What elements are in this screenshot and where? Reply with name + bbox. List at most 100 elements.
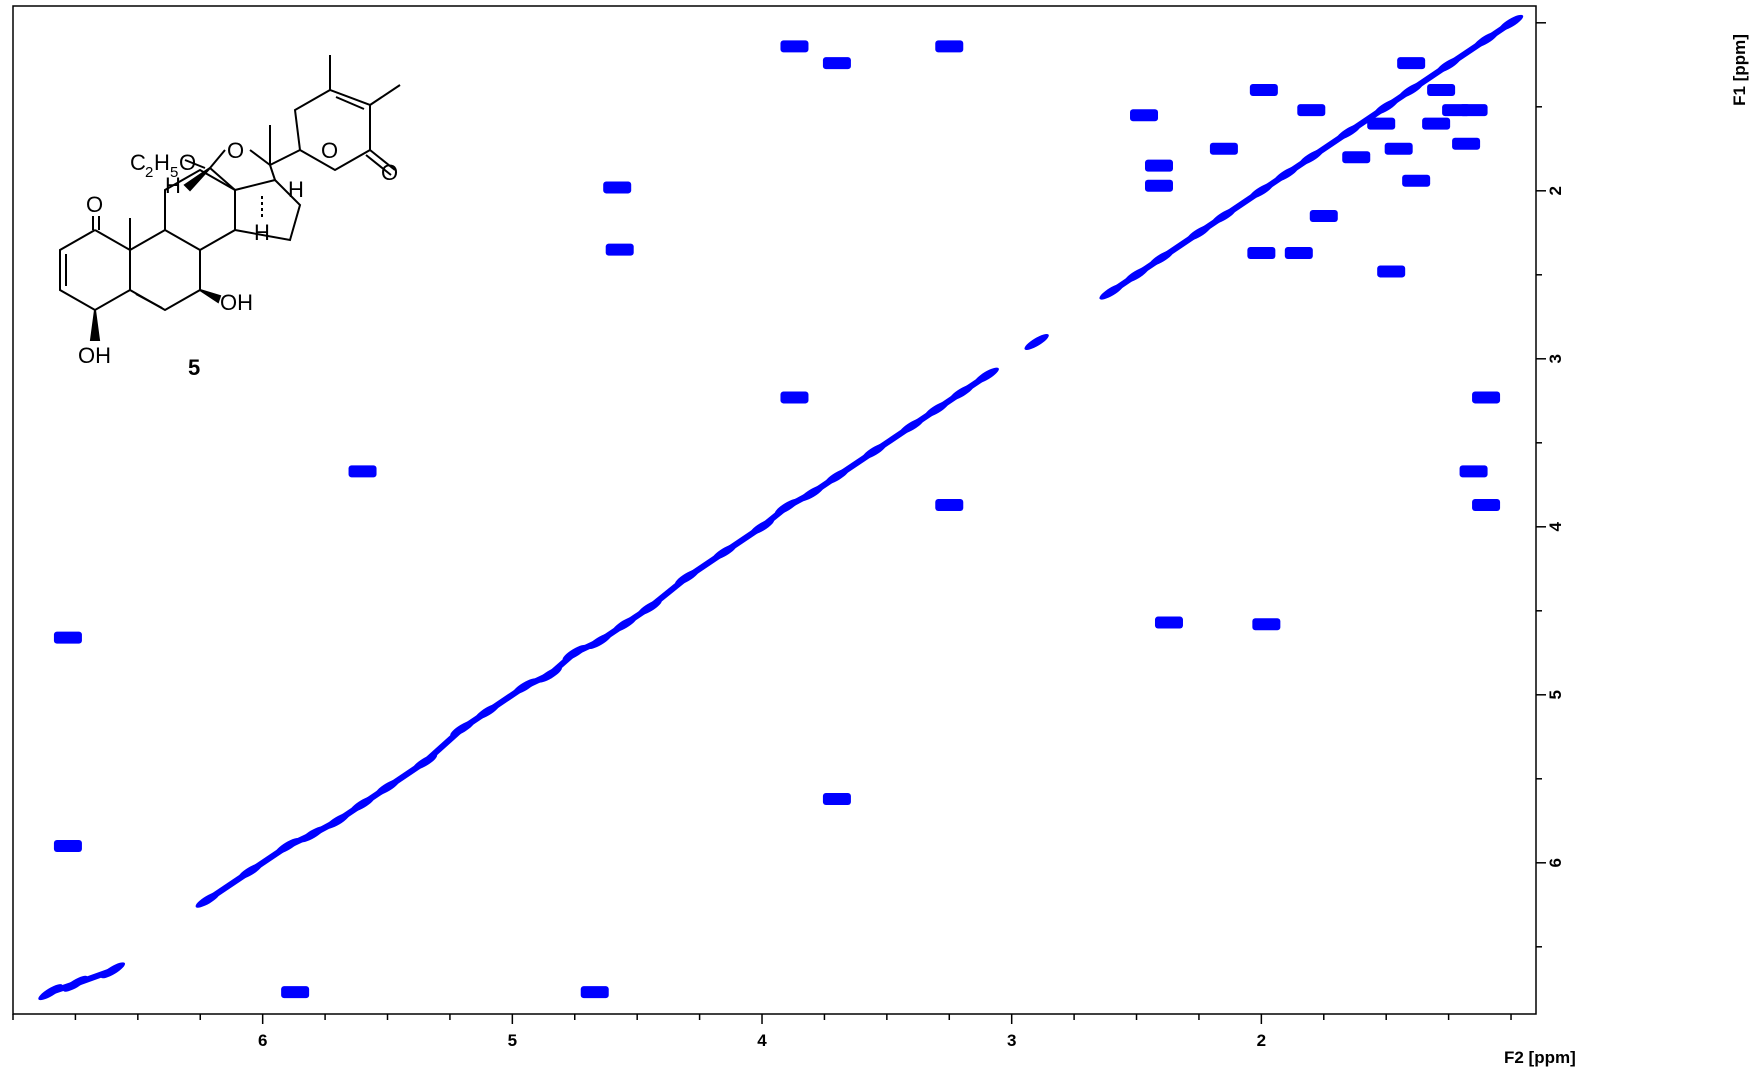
diagonal-segment-14 (547, 650, 577, 677)
cross-peak-22 (1297, 104, 1326, 117)
ring-b-double-bond (135, 293, 163, 309)
structure-labels: C 2 H 5 O H O O O H H O OH OH 5 (78, 138, 398, 380)
diagonal-segment-34 (1197, 213, 1226, 236)
y-tick-label: 6 (1546, 858, 1565, 867)
lactone-carbonyl-label: O (381, 160, 398, 185)
diagonal-segment-5 (286, 831, 314, 849)
ring-b (129, 228, 201, 312)
cross-peak-24 (1342, 151, 1371, 164)
c4-hydroxyl-label: OH (78, 343, 111, 368)
cross-peak-8 (780, 391, 809, 404)
cross-peak-16 (1154, 616, 1183, 629)
cross-peak-20 (1252, 618, 1281, 631)
diagonal-segment-13 (523, 671, 552, 690)
diagonal-segment-40 (1384, 87, 1413, 110)
cross-peak-27 (1384, 142, 1413, 155)
c20-c22-bond (269, 149, 301, 166)
cross-peak-35 (1459, 104, 1488, 117)
c7-hydroxyl-label: OH (220, 290, 253, 315)
diagonal-segment-26 (910, 406, 939, 429)
diagonal-segment-7 (335, 801, 365, 824)
cross-peak-34 (1459, 465, 1488, 478)
diagonal-segment-25 (872, 423, 914, 454)
x-tick-label: 5 (508, 1031, 517, 1050)
lactone-oxygen-label: O (321, 138, 338, 163)
c18-bond (209, 167, 236, 191)
diagonal-segment-28 (960, 373, 989, 395)
cross-peak-36 (1472, 391, 1501, 404)
x-tick-label: 3 (1007, 1031, 1016, 1050)
ring-a (59, 229, 131, 312)
lactone-double-bond (335, 96, 365, 110)
cross-peak-17 (1209, 142, 1238, 155)
cross-peak-15 (1144, 179, 1173, 192)
ketone-oxygen-label: O (86, 192, 103, 217)
ethoxy-bond (184, 159, 206, 169)
x-tick-label: 2 (1257, 1031, 1266, 1050)
x-axis-title: F2 [ppm] (1504, 1048, 1576, 1067)
cross-peaks (53, 40, 1501, 999)
ring-oxygen-label: O (227, 138, 244, 163)
c18-o-bond (209, 149, 226, 169)
c22-h-label: H (288, 177, 304, 202)
c4-oh-wedge (89, 309, 101, 341)
cross-peak-23 (1309, 210, 1338, 222)
cross-peak-5 (605, 243, 634, 256)
diagonal-segment-17 (623, 604, 652, 627)
diagonal-segment-36 (1259, 171, 1289, 194)
cross-peak-0 (53, 840, 82, 852)
hemiacetal-h-label: H (165, 173, 181, 198)
c7-oh-wedge (199, 289, 222, 304)
diagonal-segment-16 (598, 621, 627, 644)
diagonal-segment-38 (1309, 129, 1351, 160)
y-tick-label: 4 (1546, 522, 1565, 532)
diagonal-segment-35 (1222, 188, 1264, 219)
chemical-structure (59, 55, 401, 341)
ethoxy-label-o: O (179, 150, 196, 175)
y-axis: 2 3 4 5 6 (1536, 22, 1565, 948)
ethoxy-label-sub5: 5 (170, 164, 178, 181)
ethoxy-label-sub2: 2 (145, 164, 153, 181)
diagonal-segment-23 (810, 473, 839, 496)
diagonal-segment-41 (1409, 62, 1451, 93)
lactone-c-o-2 (365, 154, 392, 176)
diagonal-segment-18 (647, 574, 689, 610)
diagonal-segment-15 (573, 638, 602, 656)
diagonal-segment-31 (1109, 272, 1139, 295)
cross-peak-1 (53, 631, 82, 644)
diagonal-segment-4 (248, 843, 290, 874)
y-axis-title: F1 [ppm] (1730, 34, 1749, 106)
cross-peak-11 (935, 40, 964, 53)
diagonal-peak-30 (1024, 334, 1049, 350)
o-c20-bond (249, 149, 271, 166)
cross-peak-31 (1427, 84, 1456, 96)
diagonal-segment-10 (422, 726, 465, 765)
diagonal-segment-1 (74, 967, 114, 987)
plot-frame (12, 5, 1537, 1015)
diagonal-segment-0 (49, 980, 77, 996)
ethoxy-label-c: C (130, 150, 146, 175)
diagonal-segment-19 (685, 549, 727, 580)
diagonal-peaks (38, 14, 1524, 1001)
diagonal-segment-21 (760, 504, 789, 530)
lactone-c-o-1 (369, 149, 396, 171)
diagonal-segment-9 (385, 759, 427, 790)
diagonal-segment-42 (1446, 37, 1488, 68)
x-axis: 6 5 4 3 2 (12, 1014, 1512, 1050)
cross-peak-9 (822, 57, 851, 70)
cross-peak-25 (1367, 117, 1396, 130)
diagonal-segment-32 (1134, 255, 1164, 278)
cross-peak-37 (1472, 498, 1501, 511)
diagonal-segment-43 (1484, 20, 1513, 43)
diagonal-segment-27 (935, 389, 964, 412)
diagonal-segment-6 (311, 818, 339, 837)
cross-peak-29 (1402, 174, 1431, 187)
cross-peak-14 (1144, 159, 1173, 172)
cross-peak-2 (281, 986, 310, 999)
diagonal-segment-3 (206, 868, 252, 903)
cross-peak-3 (580, 986, 609, 999)
diagonal-segment-24 (835, 448, 877, 479)
x-tick-label: 6 (258, 1031, 267, 1050)
diagonal-segment-22 (785, 490, 814, 510)
